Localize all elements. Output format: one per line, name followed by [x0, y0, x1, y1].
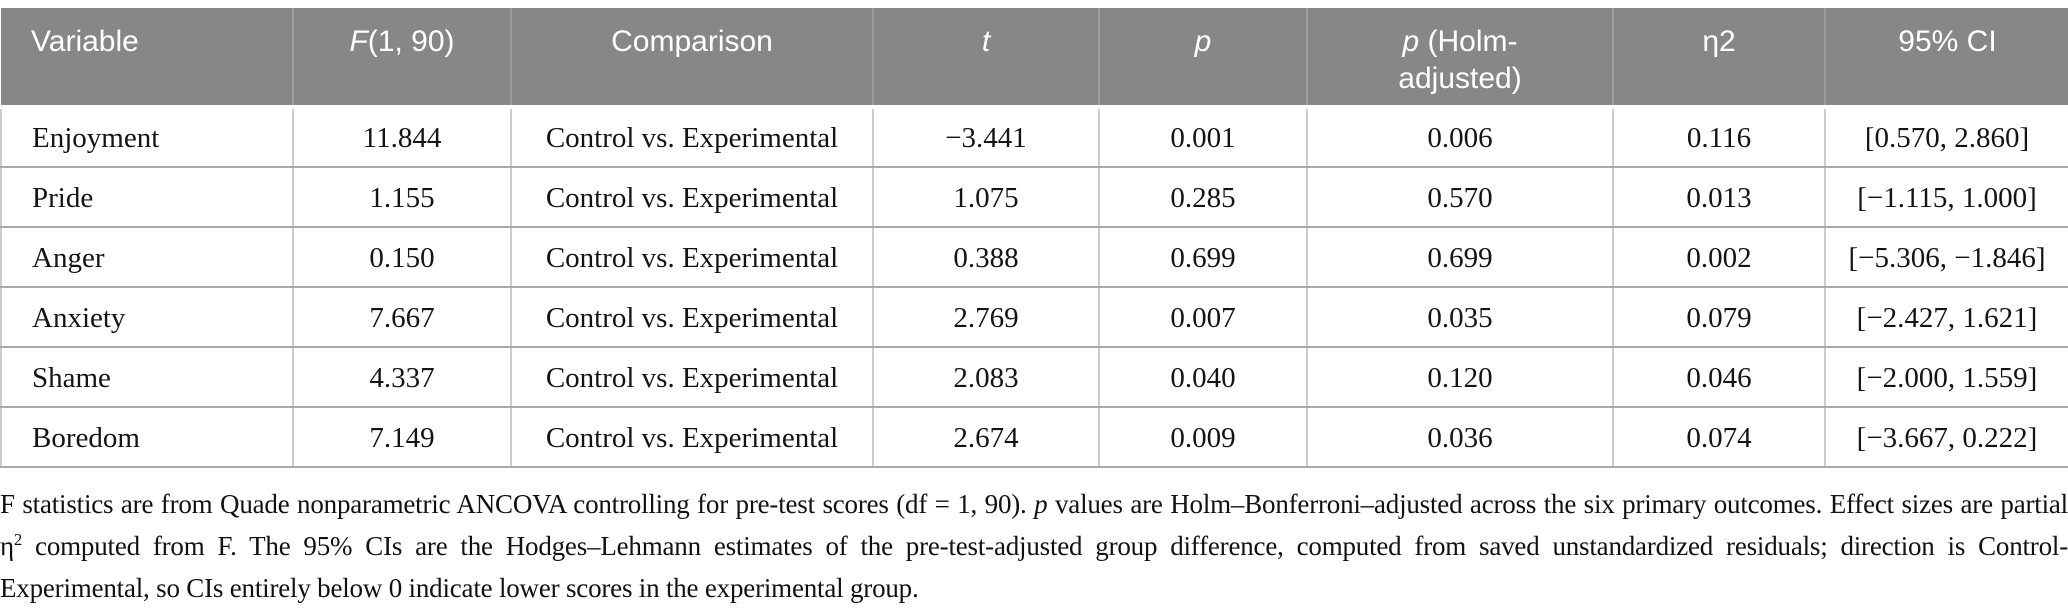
- table-cell: 0.013: [1612, 167, 1826, 228]
- table-cell: Boredom: [0, 407, 294, 468]
- table-cell: Control vs. Experimental: [510, 347, 874, 408]
- table-cell: 0.007: [1098, 287, 1308, 348]
- table-cell: Shame: [0, 347, 294, 408]
- footnote-text: values are Holm–Bonferroni–adjusted acro…: [0, 489, 2068, 561]
- column-header-comparison: Comparison: [510, 8, 873, 109]
- header-italic-part: F: [349, 25, 368, 58]
- table-cell: [−5.306, −1.846]: [1824, 227, 2068, 288]
- table-cell: Control vs. Experimental: [510, 407, 874, 468]
- header-italic-part: t: [981, 25, 991, 58]
- table-cell: 0.001: [1098, 107, 1308, 168]
- table-cell: [0.570, 2.860]: [1824, 107, 2068, 168]
- header-text-part: η2: [1702, 25, 1736, 58]
- table-cell: 0.699: [1306, 227, 1614, 288]
- table-cell: 0.046: [1612, 347, 1826, 408]
- table-row: Shame 4.337 Control vs. Experimental 2.083 0…: [0, 347, 2068, 408]
- table-cell: 2.769: [872, 287, 1100, 348]
- footnote-p-italic: p: [1034, 489, 1048, 519]
- table-cell: −3.441: [872, 107, 1100, 168]
- footnote-superscript-2: 2: [13, 530, 23, 549]
- table-cell: [−2.000, 1.559]: [1824, 347, 2068, 408]
- header-italic-part: p: [1402, 25, 1420, 58]
- table-row: Anxiety 7.667 Control vs. Experimental 2.76…: [0, 287, 2068, 348]
- table-cell: Control vs. Experimental: [510, 107, 874, 168]
- table-row: Boredom 7.149 Control vs. Experimental 2.67…: [0, 407, 2068, 468]
- table-cell: 0.285: [1098, 167, 1308, 228]
- table-cell: 0.388: [872, 227, 1100, 288]
- table-cell: Enjoyment: [0, 107, 294, 168]
- table-cell: 2.674: [872, 407, 1100, 468]
- column-header-p-holm-adjusted: p (Holm-adjusted): [1306, 8, 1613, 109]
- table-cell: Control vs. Experimental: [510, 167, 874, 228]
- column-header-95-ci: 95% CI: [1824, 8, 2068, 109]
- table-row: Anger 0.150 Control vs. Experimental 0.388 0…: [0, 227, 2068, 288]
- table-body: Enjoyment 11.844 Control vs. Experimental −…: [0, 107, 2068, 468]
- header-text-part: Variable: [31, 25, 139, 58]
- footnote-text: F statistics are from Quade nonparametri…: [0, 489, 1035, 519]
- header-text-part: 95% CI: [1898, 25, 1997, 58]
- table-cell: 0.570: [1306, 167, 1614, 228]
- table-cell: 1.075: [872, 167, 1100, 228]
- column-header-variable: Variable: [1, 8, 293, 109]
- footnote-text: computed from F. The 95% CIs are the Hod…: [0, 531, 2068, 603]
- table-cell: 2.083: [872, 347, 1100, 408]
- header-italic-part: p: [1194, 25, 1212, 58]
- column-header-f-statistic: F(1, 90): [292, 8, 511, 109]
- table-row: Enjoyment 11.844 Control vs. Experimental −…: [0, 107, 2068, 168]
- table-cell: 0.009: [1098, 407, 1308, 468]
- column-header-p: p: [1098, 8, 1307, 109]
- ancova-results-table: Variable F(1, 90) Comparison t p p (Holm…: [0, 8, 2068, 468]
- header-text-part: (Holm-adjusted): [1398, 25, 1522, 95]
- table-cell: Anger: [0, 227, 294, 288]
- table-cell: [−2.427, 1.621]: [1824, 287, 2068, 348]
- header-wrap: p (Holm-adjusted): [1374, 23, 1546, 97]
- column-header-eta-squared: η2: [1612, 8, 1825, 109]
- table-header-row: Variable F(1, 90) Comparison t p p (Holm…: [1, 8, 2068, 109]
- table-cell: [−3.667, 0.222]: [1824, 407, 2068, 468]
- table-cell: 0.116: [1612, 107, 1826, 168]
- table-footnote: F statistics are from Quade nonparametri…: [0, 483, 2068, 609]
- header-text-part: Comparison: [611, 25, 773, 58]
- table-cell: Control vs. Experimental: [510, 227, 874, 288]
- table-cell: 7.667: [292, 287, 512, 348]
- table-cell: 11.844: [292, 107, 512, 168]
- header-text-part: (1, 90): [367, 25, 455, 58]
- table-cell: 0.079: [1612, 287, 1826, 348]
- table-cell: 0.036: [1306, 407, 1614, 468]
- table-cell: Anxiety: [0, 287, 294, 348]
- table-cell: Control vs. Experimental: [510, 287, 874, 348]
- table-row: Pride 1.155 Control vs. Experimental 1.075 0…: [0, 167, 2068, 228]
- table-cell: 0.040: [1098, 347, 1308, 408]
- table-cell: 4.337: [292, 347, 512, 408]
- column-header-t: t: [872, 8, 1099, 109]
- table-cell: [−1.115, 1.000]: [1824, 167, 2068, 228]
- table-cell: 0.699: [1098, 227, 1308, 288]
- table-cell: 1.155: [292, 167, 512, 228]
- table-cell: 0.002: [1612, 227, 1826, 288]
- table-cell: 0.120: [1306, 347, 1614, 408]
- table-cell: 0.006: [1306, 107, 1614, 168]
- table-cell: 0.074: [1612, 407, 1826, 468]
- table-cell: 0.035: [1306, 287, 1614, 348]
- table-cell: 7.149: [292, 407, 512, 468]
- table-cell: Pride: [0, 167, 294, 228]
- table-cell: 0.150: [292, 227, 512, 288]
